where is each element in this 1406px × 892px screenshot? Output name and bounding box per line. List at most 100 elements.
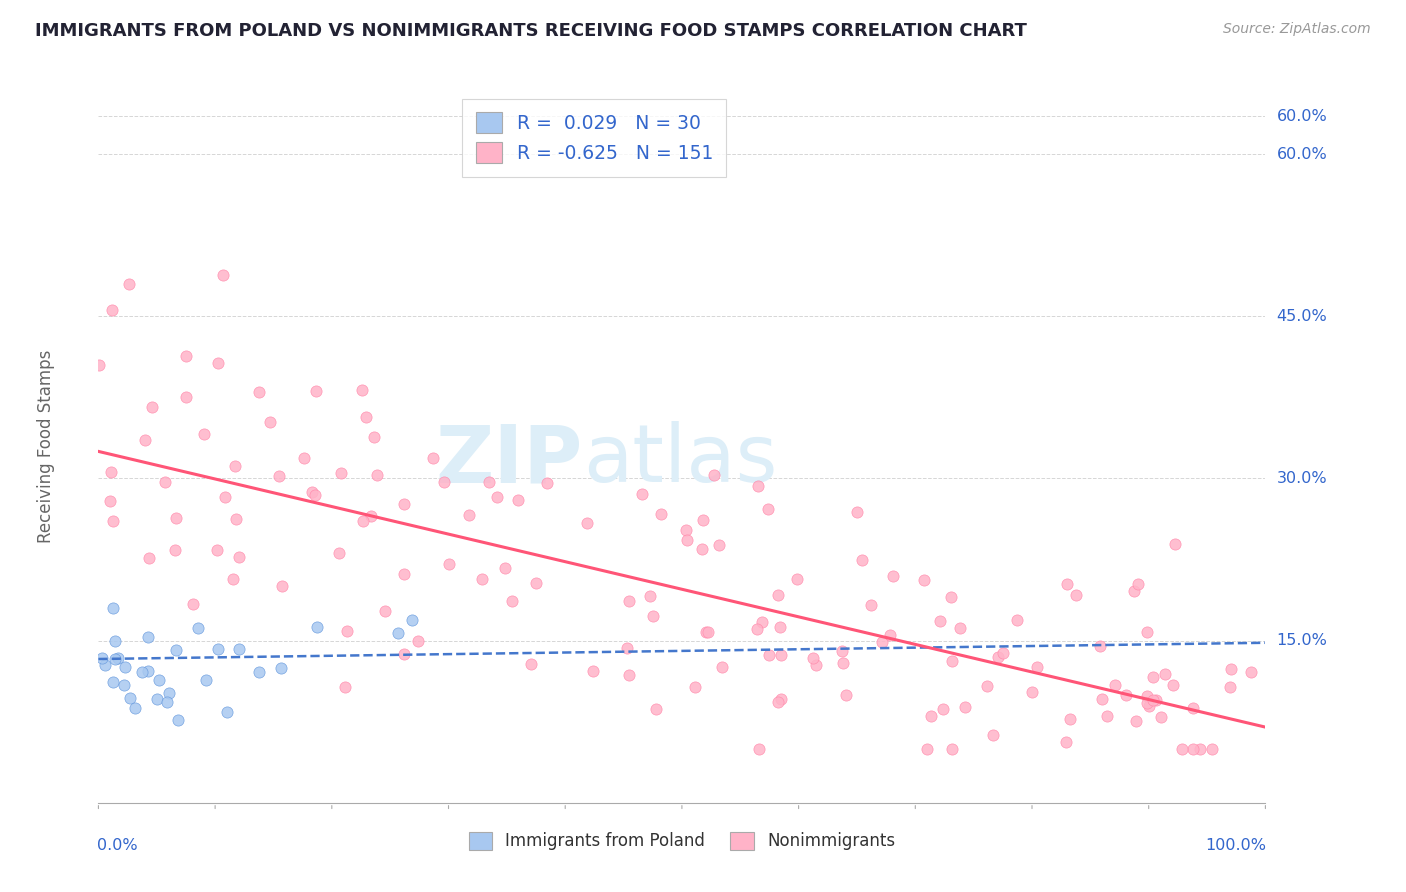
Point: [207, 543, 229, 558]
Point: [801, 651, 824, 665]
Point: [650, 508, 672, 522]
Point: [101, 600, 124, 615]
Point: [193, 427, 215, 442]
Point: [352, 514, 374, 528]
Point: [153, 475, 176, 490]
Point: [270, 579, 292, 593]
Point: [745, 622, 768, 636]
Point: [1123, 584, 1146, 599]
Point: [387, 626, 409, 640]
Point: [758, 648, 780, 662]
Point: [91, 651, 114, 665]
Point: [112, 678, 135, 692]
Point: [981, 728, 1004, 742]
Point: [166, 714, 188, 728]
Point: [217, 706, 239, 720]
Point: [1150, 710, 1173, 724]
Point: [748, 741, 770, 756]
Point: [249, 384, 271, 399]
Point: [124, 700, 146, 714]
Point: [165, 642, 187, 657]
Point: [304, 488, 326, 502]
Point: [270, 661, 292, 675]
Point: [617, 594, 640, 608]
Point: [697, 624, 720, 639]
Point: [141, 400, 163, 414]
Point: [101, 514, 124, 528]
Point: [259, 415, 281, 429]
Point: [692, 513, 714, 527]
Point: [1137, 698, 1160, 713]
Point: [769, 619, 792, 633]
Text: 15.0%: 15.0%: [1277, 633, 1327, 648]
Point: [471, 572, 494, 586]
Text: Receiving Food Stamps: Receiving Food Stamps: [37, 350, 55, 542]
Point: [401, 613, 423, 627]
Point: [1115, 688, 1137, 702]
Point: [1161, 678, 1184, 692]
Point: [228, 641, 250, 656]
Point: [641, 608, 664, 623]
Point: [478, 475, 501, 489]
Text: Source: ZipAtlas.com: Source: ZipAtlas.com: [1223, 22, 1371, 37]
Point: [536, 476, 558, 491]
Point: [1182, 701, 1205, 715]
Point: [766, 695, 789, 709]
Point: [305, 620, 328, 634]
Point: [394, 497, 416, 511]
Point: [582, 664, 605, 678]
Point: [685, 680, 707, 694]
Point: [366, 468, 388, 483]
Point: [1064, 588, 1087, 602]
Point: [104, 634, 127, 648]
Point: [1219, 680, 1241, 694]
Point: [363, 430, 385, 444]
Point: [751, 615, 773, 629]
Point: [212, 268, 235, 283]
Point: [928, 614, 950, 628]
Point: [860, 598, 883, 612]
Point: [1007, 613, 1029, 627]
Point: [835, 688, 858, 702]
Point: [134, 433, 156, 447]
Point: [941, 741, 963, 756]
Point: [457, 508, 479, 523]
Point: [214, 491, 236, 505]
Point: [89, 359, 111, 373]
Point: [328, 546, 350, 560]
Point: [851, 553, 873, 567]
Point: [616, 641, 638, 656]
Text: 45.0%: 45.0%: [1277, 309, 1327, 324]
Point: [1128, 577, 1150, 591]
Text: 60.0%: 60.0%: [1277, 109, 1327, 124]
Point: [1164, 537, 1187, 551]
Point: [976, 679, 998, 693]
Point: [882, 569, 904, 583]
Point: [267, 469, 290, 483]
Point: [207, 355, 229, 369]
Point: [617, 667, 640, 681]
Point: [831, 644, 853, 658]
Point: [1220, 662, 1243, 676]
Point: [786, 572, 808, 586]
Point: [991, 646, 1014, 660]
Text: 0.0%: 0.0%: [97, 838, 138, 854]
Point: [1059, 712, 1081, 726]
Point: [408, 634, 430, 648]
Point: [747, 479, 769, 493]
Point: [695, 625, 717, 640]
Point: [1154, 667, 1177, 681]
Point: [194, 673, 217, 688]
Point: [392, 567, 415, 582]
Point: [422, 451, 444, 466]
Point: [832, 656, 855, 670]
Point: [146, 692, 169, 706]
Point: [638, 589, 661, 603]
Point: [120, 690, 142, 705]
Point: [1144, 693, 1167, 707]
Point: [756, 501, 779, 516]
Point: [1136, 625, 1159, 640]
Point: [939, 591, 962, 605]
Point: [630, 487, 652, 501]
Point: [1171, 741, 1194, 756]
